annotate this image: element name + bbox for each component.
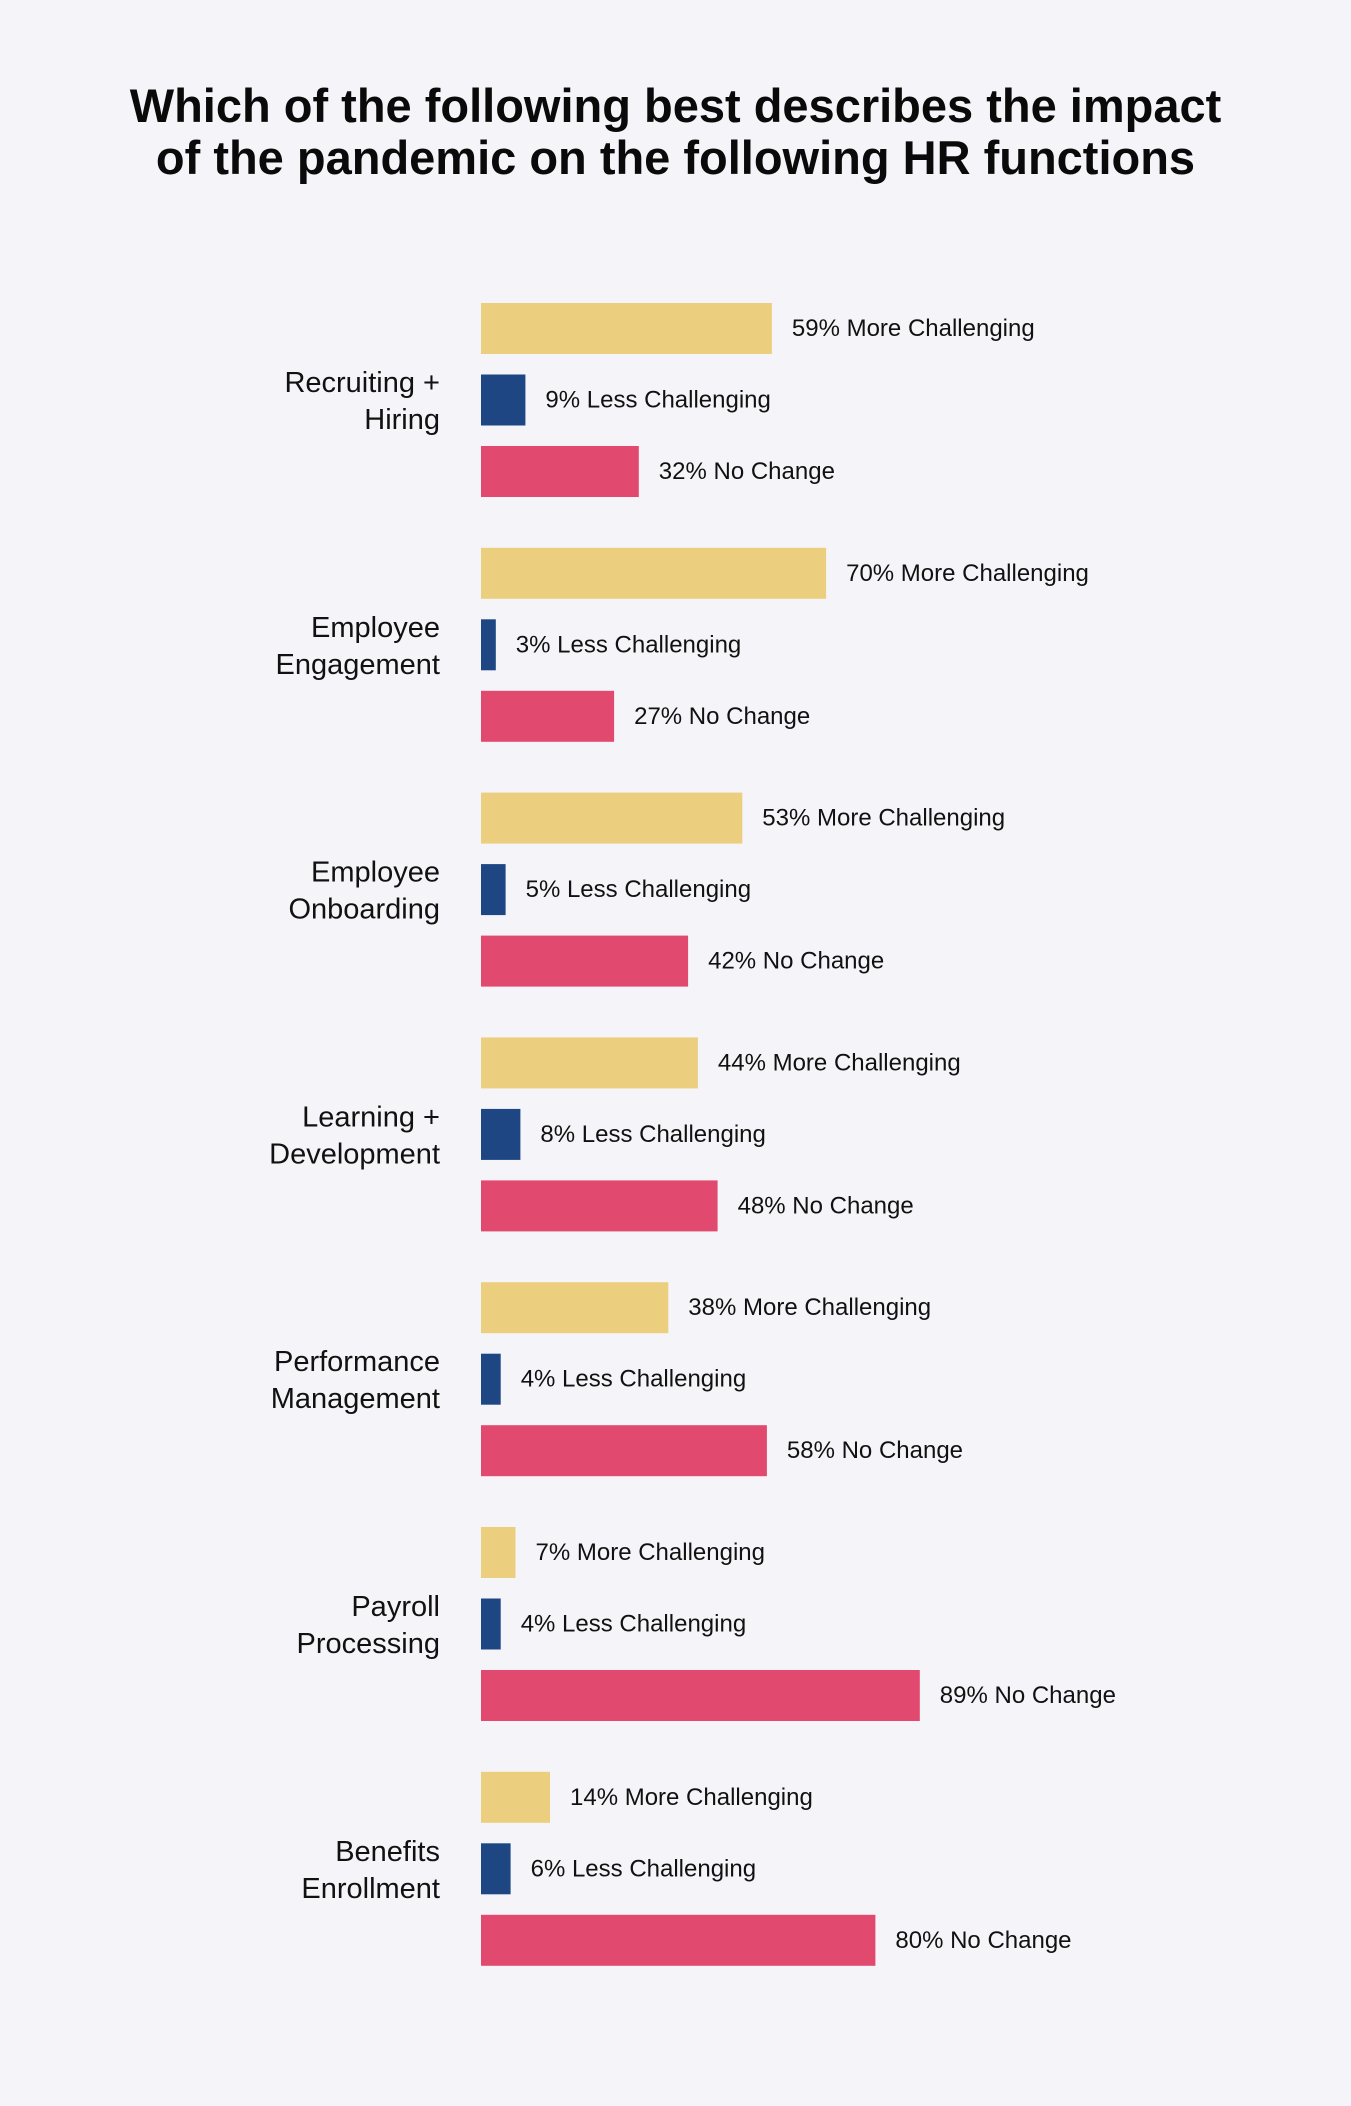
category-label-line: Management	[271, 1383, 440, 1415]
category-label-line: Benefits	[335, 1836, 440, 1868]
category-label-1: Employee Engagement	[276, 612, 440, 681]
data-label-less-challenging-2: 5% Less Challenging	[526, 876, 751, 903]
bar-more-challenging-1	[481, 547, 827, 599]
bar-less-challenging-4	[481, 1353, 501, 1405]
data-label-more-challenging-2: 53% More Challenging	[762, 805, 1005, 832]
data-label-less-challenging-4: 4% Less Challenging	[521, 1366, 746, 1393]
bar-no-change-2	[481, 935, 689, 987]
data-label-more-challenging-1: 70% More Challenging	[846, 560, 1089, 587]
data-label-less-challenging-3: 8% Less Challenging	[540, 1121, 765, 1148]
data-label-less-challenging-0: 9% Less Challenging	[545, 387, 770, 414]
bar-more-challenging-3	[481, 1037, 698, 1089]
category-label-line: Engagement	[276, 649, 440, 681]
bar-less-challenging-5	[481, 1598, 501, 1650]
data-label-less-challenging-6: 6% Less Challenging	[531, 1855, 756, 1882]
bar-no-change-5	[481, 1670, 920, 1721]
category-label-line: Processing	[297, 1628, 440, 1660]
category-label-6: Benefits Enrollment	[301, 1836, 440, 1905]
chart-title-line-2: of the pandemic on the following HR func…	[155, 131, 1196, 184]
bar-more-challenging-2	[481, 792, 743, 844]
chart-title-line-1: Which of the following best describes th…	[129, 79, 1222, 132]
data-label-more-challenging-0: 59% More Challenging	[792, 315, 1035, 342]
chart-title: Which of the following best describes th…	[0, 80, 1351, 184]
data-label-more-challenging-5: 7% More Challenging	[536, 1539, 765, 1566]
category-label-line: Development	[269, 1138, 440, 1170]
bar-no-change-4	[481, 1425, 767, 1477]
category-label-line: Hiring	[364, 404, 440, 436]
bar-no-change-0	[481, 446, 639, 497]
bar-less-challenging-3	[481, 1108, 521, 1160]
category-label-line: Payroll	[351, 1591, 440, 1623]
bar-no-change-1	[481, 690, 615, 742]
bar-more-challenging-4	[481, 1282, 669, 1334]
category-label-line: Performance	[274, 1346, 440, 1378]
bar-more-challenging-6	[481, 1771, 550, 1823]
bar-more-challenging-0	[481, 303, 772, 354]
category-label-line: Enrollment	[301, 1873, 440, 1905]
bar-no-change-6	[481, 1914, 876, 1966]
data-label-no-change-1: 27% No Change	[634, 703, 810, 730]
bar-less-challenging-2	[481, 864, 506, 916]
bar-less-challenging-6	[481, 1843, 511, 1895]
bar-less-challenging-1	[481, 619, 496, 671]
category-label-4: Performance Management	[271, 1346, 440, 1415]
category-label-2: Employee Onboarding	[288, 857, 440, 926]
data-label-more-challenging-6: 14% More Challenging	[570, 1784, 813, 1811]
data-label-no-change-6: 80% No Change	[895, 1927, 1071, 1954]
data-label-less-challenging-1: 3% Less Challenging	[516, 631, 741, 658]
data-label-no-change-5: 89% No Change	[940, 1682, 1116, 1709]
category-label-5: Payroll Processing	[297, 1591, 440, 1660]
category-label-line: Employee	[311, 612, 440, 644]
category-label-line: Recruiting +	[284, 367, 440, 399]
bar-less-challenging-0	[481, 374, 526, 426]
category-label-3: Learning + Development	[269, 1101, 440, 1170]
category-label-0: Recruiting + Hiring	[284, 367, 440, 436]
data-label-no-change-3: 48% No Change	[738, 1192, 914, 1219]
data-label-less-challenging-5: 4% Less Challenging	[521, 1611, 746, 1638]
category-label-line: Learning +	[302, 1101, 440, 1133]
bar-more-challenging-5	[481, 1527, 516, 1578]
data-label-no-change-2: 42% No Change	[708, 948, 884, 975]
category-label-line: Employee	[311, 857, 440, 889]
data-label-more-challenging-4: 38% More Challenging	[688, 1294, 931, 1321]
bar-no-change-3	[481, 1180, 718, 1232]
data-label-no-change-0: 32% No Change	[659, 458, 835, 485]
data-label-no-change-4: 58% No Change	[787, 1437, 963, 1464]
category-label-line: Onboarding	[288, 894, 440, 926]
data-label-more-challenging-3: 44% More Challenging	[718, 1049, 961, 1076]
